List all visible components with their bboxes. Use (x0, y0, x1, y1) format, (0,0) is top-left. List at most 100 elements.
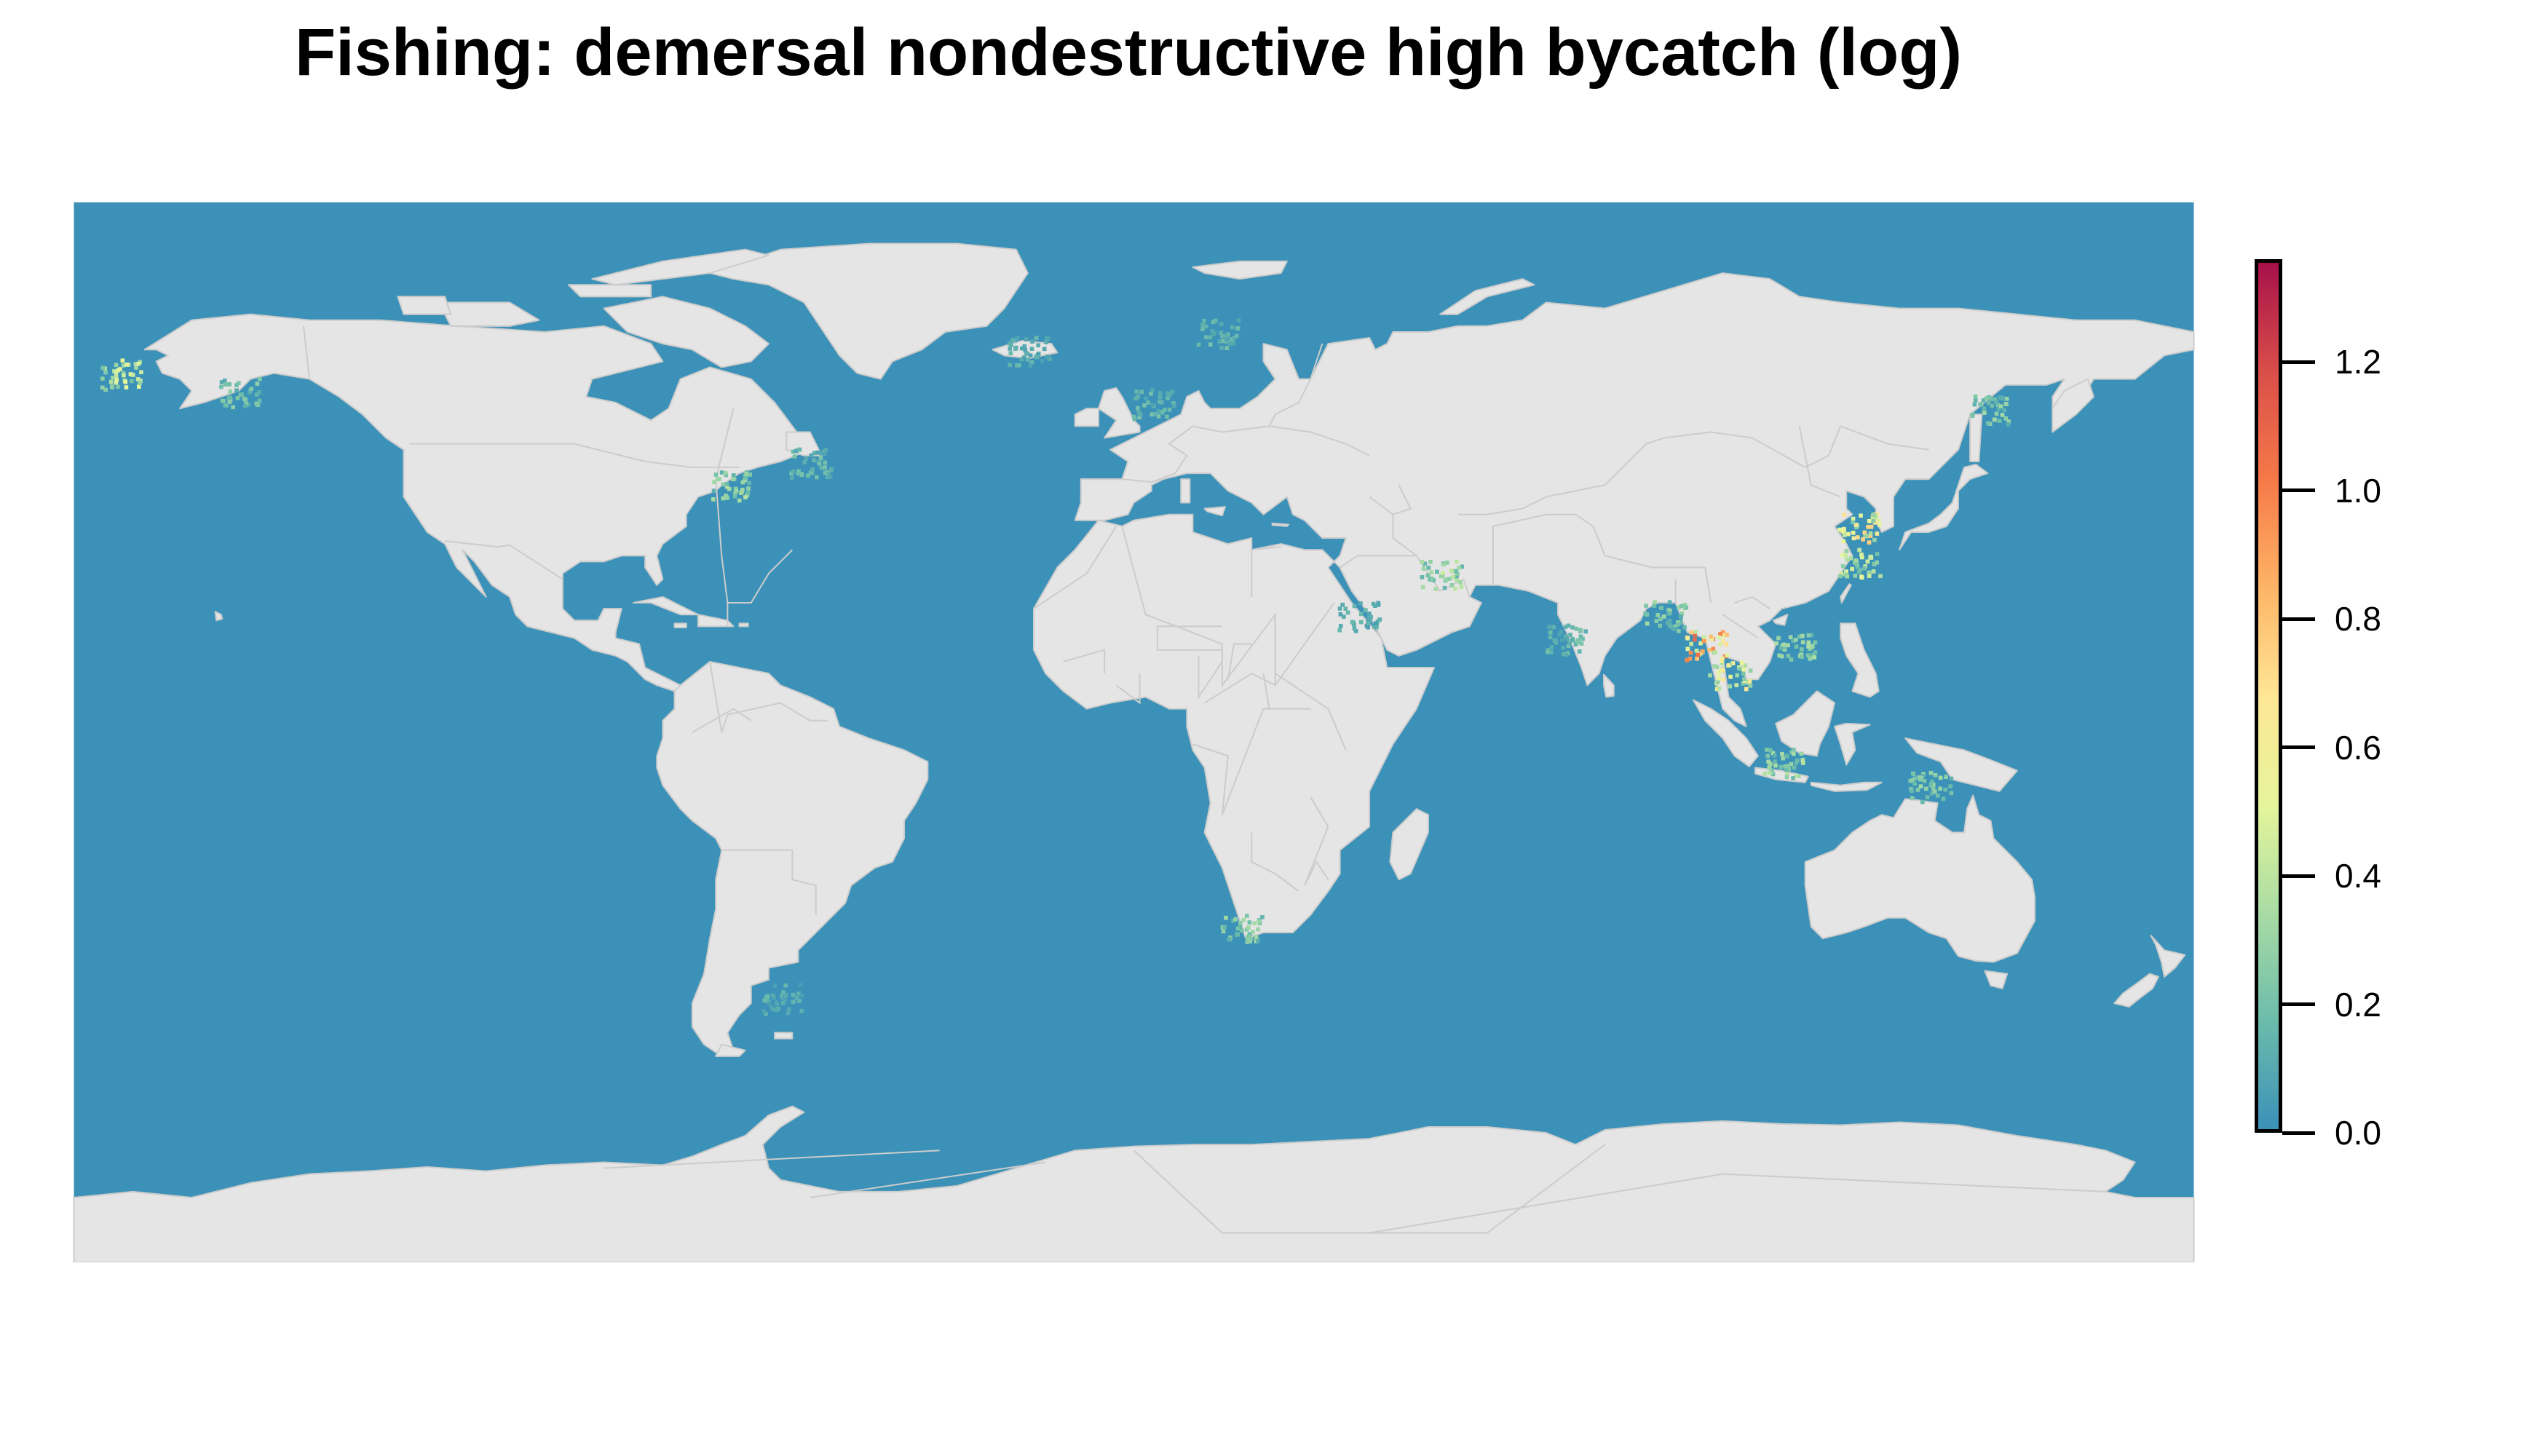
fishing-cell (1337, 606, 1342, 611)
fishing-cell (1563, 633, 1568, 638)
fishing-cell (1783, 764, 1787, 769)
baffin-island (603, 296, 770, 368)
fishing-cell (1689, 641, 1694, 646)
fishing-cell (1717, 642, 1722, 647)
fishing-cell (231, 405, 235, 410)
fishing-cell (1135, 405, 1140, 411)
fishing-cell (242, 397, 248, 402)
fishing-cell (1726, 663, 1730, 668)
fishing-cell (1367, 612, 1372, 616)
fishing-cell (114, 378, 119, 382)
fishing-cell (1715, 680, 1720, 685)
fishing-cell (1698, 641, 1703, 646)
fishing-cell (1949, 791, 1954, 796)
fishing-cell (727, 487, 732, 491)
fishing-cell (1773, 763, 1778, 768)
fishing-cell (1211, 320, 1216, 325)
fishing-cell (1441, 562, 1446, 567)
fishing-cell (1948, 784, 1952, 788)
legend-tick-label: 1.0 (2335, 471, 2381, 510)
fishing-cell (1712, 664, 1717, 668)
fishing-cell (1789, 657, 1794, 662)
taiwan (1840, 583, 1852, 604)
fishing-cell (1136, 394, 1140, 399)
fishing-cell (1928, 770, 1934, 775)
fishing-cell (2003, 401, 2009, 406)
fishing-cell (1455, 574, 1459, 579)
fishing-cell (1252, 921, 1257, 926)
fishing-cell (1008, 347, 1012, 351)
fishing-cell (228, 395, 232, 400)
fishing-cell (1786, 643, 1790, 648)
fishing-cell (1171, 400, 1176, 405)
fishing-cell (1910, 771, 1915, 776)
fishing-cell (1785, 772, 1789, 777)
fishing-cell (221, 398, 226, 403)
fishing-cell (1144, 396, 1149, 401)
fishing-cell (1146, 400, 1151, 405)
fishing-cell (1869, 524, 1874, 529)
fishing-cell (1208, 335, 1213, 340)
fishing-cell (1131, 414, 1136, 419)
fishing-cell (1677, 605, 1681, 610)
fishing-cell (1235, 326, 1241, 331)
fishing-cell (1247, 920, 1252, 925)
fishing-cell (1022, 344, 1027, 349)
fishing-cell (240, 392, 244, 397)
fishing-cell (1256, 938, 1261, 943)
fishing-cell (1150, 387, 1155, 392)
fishing-cell (1747, 678, 1752, 684)
legend-tick-label: 0.2 (2335, 985, 2381, 1024)
fishing-cell (1730, 661, 1736, 665)
fishing-cell (1998, 395, 2002, 400)
fishing-cell (1795, 758, 1800, 763)
fishing-cell (1203, 335, 1208, 339)
fishing-cell (1766, 759, 1770, 764)
fishing-cell (1343, 606, 1348, 612)
fishing-cell (1659, 606, 1664, 610)
fishing-cell (1684, 605, 1689, 610)
fishing-cell (1858, 567, 1863, 572)
fishing-cell (1238, 921, 1243, 925)
fishing-cell (1938, 775, 1943, 780)
fishing-cell (1548, 630, 1553, 635)
fishing-cell (1652, 604, 1657, 608)
fishing-cell (1932, 789, 1937, 794)
fishing-cell (723, 470, 728, 475)
fishing-cell (1548, 650, 1554, 654)
fishing-cell (1363, 608, 1368, 612)
fishing-cell (1644, 604, 1648, 608)
fishing-cell (219, 380, 224, 384)
fishing-cell (120, 358, 125, 363)
fishing-cell (1679, 604, 1684, 609)
fishing-cell (1020, 346, 1024, 351)
fishing-cell (1987, 422, 1993, 426)
fishing-cell (122, 363, 126, 368)
fishing-cell (808, 470, 813, 475)
fishing-cell (1238, 925, 1243, 930)
fishing-cell (1745, 681, 1750, 685)
legend-tick (2282, 874, 2315, 878)
fishing-cell (1995, 403, 2001, 408)
fishing-cell (1910, 796, 1915, 801)
fishing-cell (1742, 677, 1746, 681)
fishing-cell (1846, 531, 1851, 537)
fishing-cell (1341, 614, 1346, 619)
fishing-cell (1034, 336, 1039, 340)
fishing-cell (1013, 347, 1018, 352)
fishing-cell (734, 488, 739, 494)
fishing-cell (1781, 642, 1786, 647)
fishing-cell (1548, 635, 1553, 640)
fishing-cell (100, 376, 105, 381)
sicily (1203, 506, 1226, 517)
fishing-cell (1377, 617, 1382, 622)
fishing-cell (1853, 558, 1859, 563)
fishing-cell (1985, 396, 1989, 400)
fishing-cell (1682, 603, 1688, 607)
fishing-cell (826, 472, 831, 477)
fishing-cell (257, 376, 262, 381)
fishing-cell (764, 994, 769, 1000)
fishing-cell (1007, 341, 1012, 346)
fishing-cell (761, 1009, 766, 1013)
fishing-cell (1992, 417, 1997, 422)
